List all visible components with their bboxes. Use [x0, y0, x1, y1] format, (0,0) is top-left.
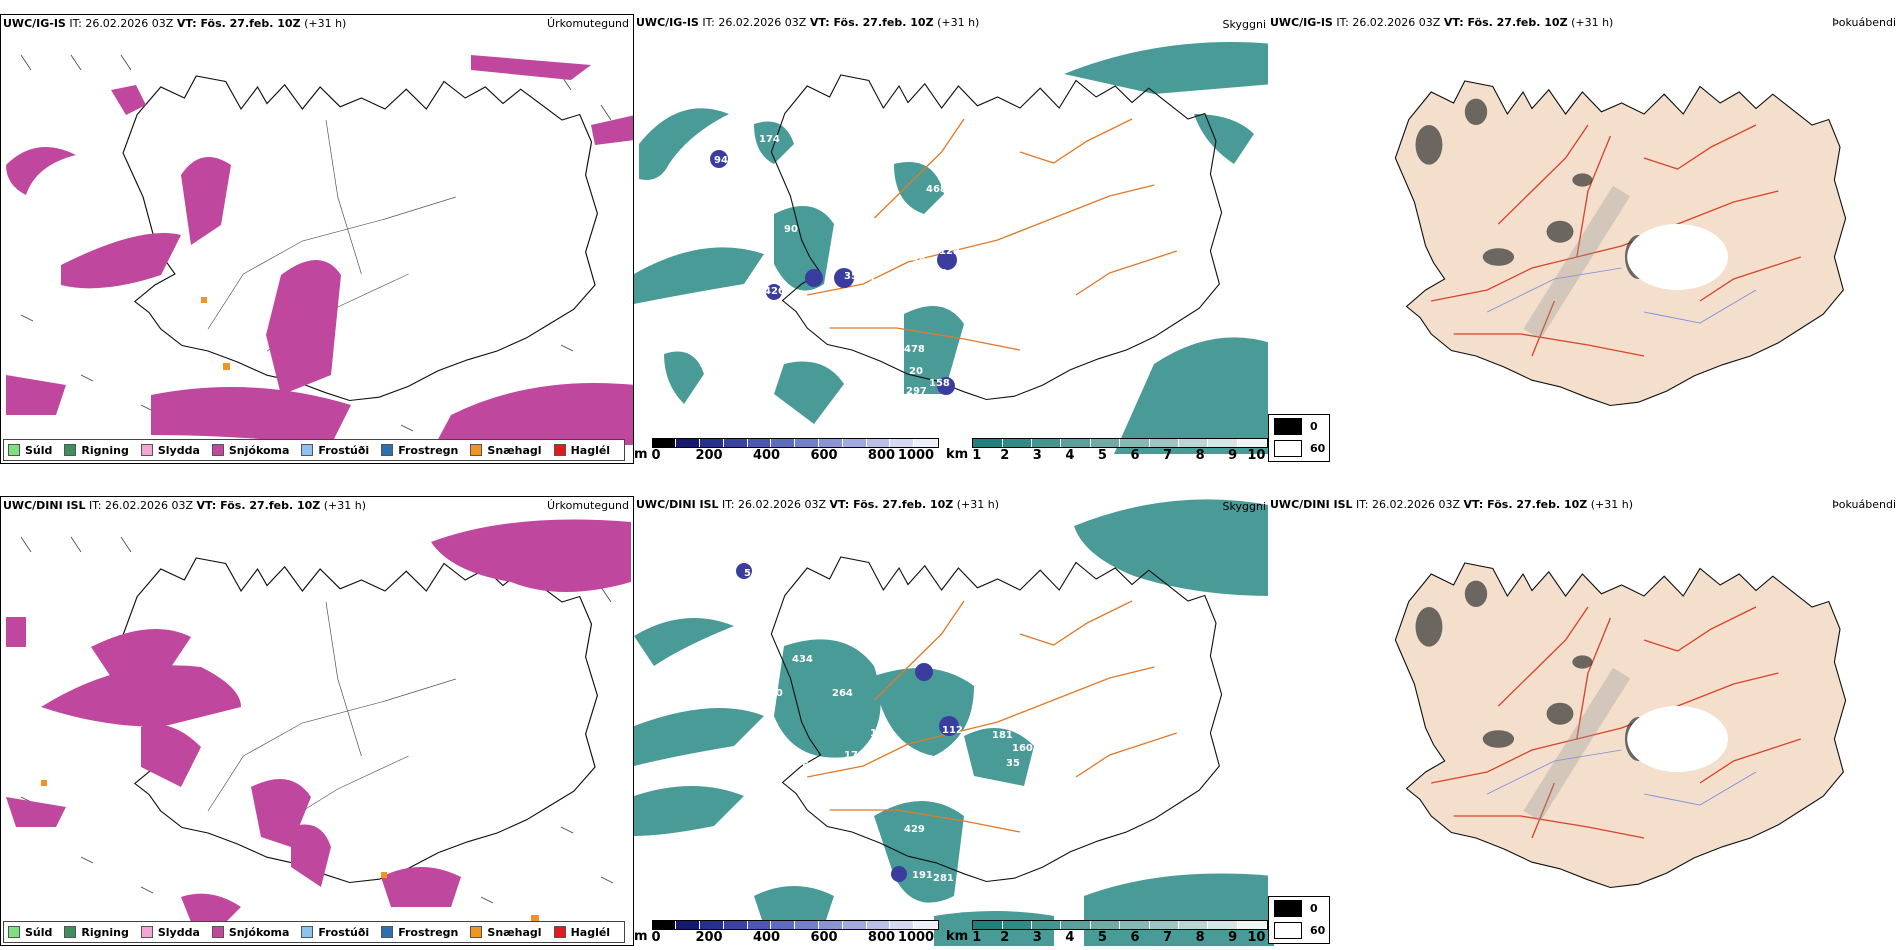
panel-title: Skyggni: [1222, 18, 1266, 31]
panel-title: Skyggni: [1222, 500, 1266, 513]
ceiling-label: 50: [912, 256, 926, 267]
legend-item: Snjókoma: [211, 926, 289, 939]
precip-legend: Súld Rigning Slydda Snjókoma Frostúði Fr…: [3, 921, 626, 943]
legend-item: Haglél: [553, 444, 610, 457]
precip-panel-row2: UWC/DINI ISL IT: 26.02.2026 03Z VT: Fös.…: [0, 496, 634, 946]
ceiling-label: 220: [702, 698, 723, 709]
ceiling-colorbar: m 0 200 400 600 800 1000: [634, 438, 939, 463]
ceiling-label: 175: [1009, 264, 1030, 275]
cloud-map: [1394, 562, 1847, 889]
visibility-panel-row2: 53 90 434 530 264 220 104 249 178 528 11…: [634, 496, 1274, 946]
ceiling-label: 71: [862, 274, 876, 285]
ceiling-label: 426: [764, 286, 785, 297]
ceiling-label: 530: [762, 688, 783, 699]
ceiling-label: 174: [759, 134, 780, 145]
ceiling-label: 181: [992, 730, 1013, 741]
legend-item: Frostregn: [381, 444, 458, 457]
panel-header: UWC/IG-IS IT: 26.02.2026 03Z VT: Fös. 27…: [1270, 16, 1614, 29]
cloud-panel-row1: UWC/IG-IS IT: 26.02.2026 03Z VT: Fös. 27…: [1268, 14, 1900, 414]
legend-item: Snæhagl: [470, 444, 542, 457]
ceiling-label: 129: [939, 246, 960, 257]
precip-map: [6, 519, 631, 927]
panel-header: UWC/IG-IS IT: 26.02.2026 03Z VT: Fös. 27…: [3, 17, 347, 30]
precip-panel-row1: UWC/IG-IS IT: 26.02.2026 03Z VT: Fös. 27…: [0, 14, 634, 464]
legend-item: Rigning: [64, 926, 129, 939]
ceiling-label: 528: [802, 761, 823, 772]
ceiling-label: 72: [1064, 816, 1078, 827]
ceiling-label: 35: [1006, 758, 1020, 769]
ceiling-label: 178: [844, 750, 865, 761]
legend-item: Súld: [8, 926, 52, 939]
legend-item: Slydda: [140, 444, 200, 457]
ceiling-label: 158: [929, 378, 950, 389]
ceiling-label: 429: [904, 824, 925, 835]
panel-header: UWC/DINI ISL IT: 26.02.2026 03Z VT: Fös.…: [3, 499, 367, 512]
ceiling-label: 112: [942, 725, 963, 736]
ceiling-label: 264: [832, 688, 853, 699]
cloud-legend: 0 60: [1268, 896, 1330, 944]
ceiling-label: 297: [906, 386, 927, 397]
ceiling-label: 249: [870, 743, 891, 754]
legend-item: Frostúði: [301, 444, 369, 457]
ceiling-colorbar: m 0 200 400 600 800 1000: [634, 920, 939, 945]
visibility-map: 53 90 434 530 264 220 104 249 178 528 11…: [634, 499, 1274, 946]
panel-title: Þokuábendi: [1832, 498, 1896, 511]
legend-item: Haglél: [553, 926, 610, 939]
panel-header: UWC/IG-IS IT: 26.02.2026 03Z VT: Fös. 27…: [636, 16, 980, 29]
ceiling-label: 468: [926, 184, 947, 195]
ceiling-label: 90: [784, 224, 798, 235]
ceiling-label: 346: [926, 268, 947, 279]
ceiling-label: 174: [881, 276, 902, 287]
ceiling-label: 168: [956, 663, 977, 674]
precip-map: [6, 54, 633, 445]
ceiling-label: 281: [933, 873, 954, 884]
ceiling-label: 53: [744, 568, 758, 579]
visibility-colorbar: km 1 2 3 4 5 6 7 8 9 10: [946, 438, 1274, 463]
ceiling-label: 905: [998, 898, 1019, 909]
ceiling-label: 90: [752, 590, 766, 601]
ceiling-label: 20: [909, 366, 923, 377]
ceiling-label: 160: [1012, 743, 1033, 754]
legend-item: Snjókoma: [211, 444, 289, 457]
legend-item: Slydda: [140, 926, 200, 939]
cloud-map: [1394, 80, 1847, 407]
ceiling-label: 949: [714, 155, 735, 166]
ceiling-label: 104: [870, 728, 891, 739]
visibility-colorbar: km 1 2 3 4 5 6 7 8 9 10: [946, 920, 1274, 945]
panel-header: UWC/DINI ISL IT: 26.02.2026 03Z VT: Fös.…: [636, 498, 1000, 511]
legend-item: Frostregn: [381, 926, 458, 939]
snowfall-areas: [6, 55, 633, 445]
precip-legend: Súld Rigning Slydda Snjókoma Frostúði Fr…: [3, 439, 626, 461]
visibility-panel-row1: 949 174 90 352 71 174 50 129 346 468 175…: [634, 14, 1274, 464]
visibility-map: 949 174 90 352 71 174 50 129 346 468 175…: [634, 42, 1274, 454]
ceiling-label: 191: [912, 870, 933, 881]
ceiling-label: 478: [904, 344, 925, 355]
panel-title: Þokuábendi: [1832, 16, 1896, 29]
legend-item: Frostúði: [301, 926, 369, 939]
cloud-legend: 0 60: [1268, 414, 1330, 462]
ceiling-label: 301: [1064, 336, 1085, 347]
legend-item: Rigning: [64, 444, 129, 457]
panel-title: Úrkomutegund: [547, 499, 629, 512]
panel-title: Úrkomutegund: [547, 17, 629, 30]
cloud-panel-row2: UWC/DINI ISL IT: 26.02.2026 03Z VT: Fös.…: [1268, 496, 1900, 896]
ceiling-label: 352: [844, 271, 865, 282]
ceiling-label: 434: [792, 654, 813, 665]
legend-item: Snæhagl: [470, 926, 542, 939]
legend-item: Súld: [8, 444, 52, 457]
panel-header: UWC/DINI ISL IT: 26.02.2026 03Z VT: Fös.…: [1270, 498, 1634, 511]
